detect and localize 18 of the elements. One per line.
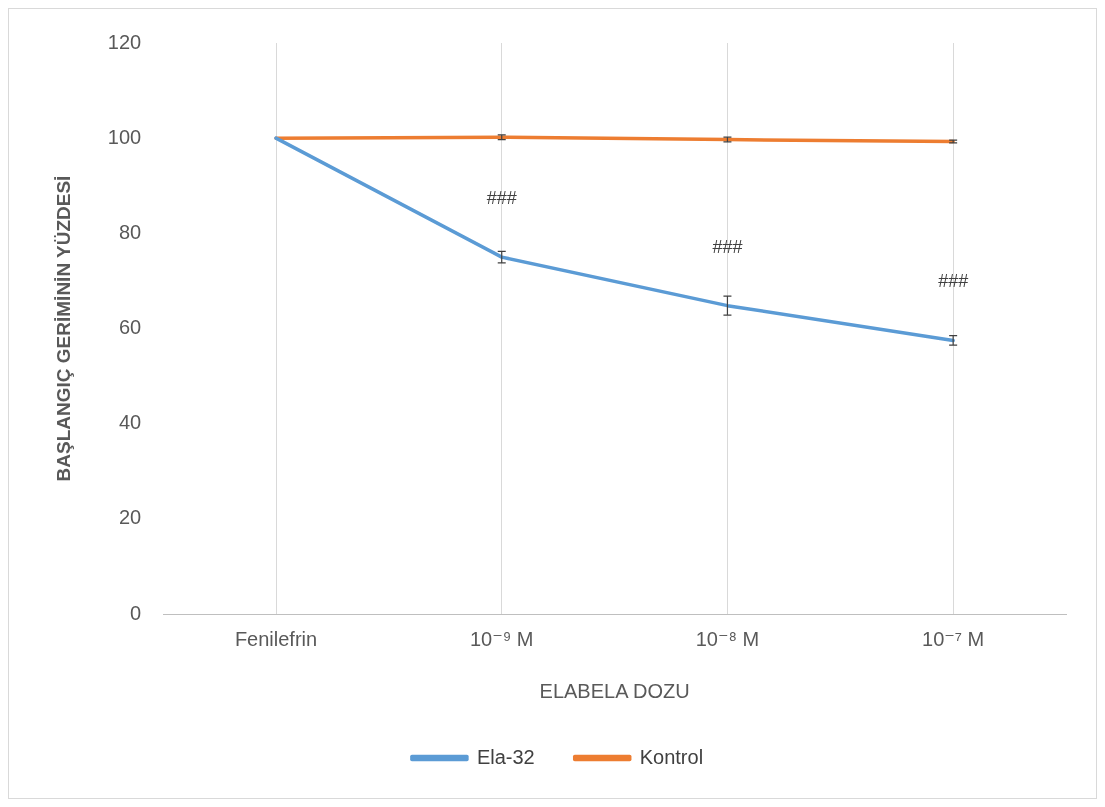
y-tick-label: 120 <box>107 30 142 53</box>
annotation: ### <box>938 271 969 292</box>
y-tick-label: 100 <box>107 125 142 148</box>
x-tick-label: 10⁻⁷ M <box>922 627 985 650</box>
x-tick-label: 10⁻⁹ M <box>469 627 534 650</box>
y-tick-label: 60 <box>118 316 142 339</box>
y-tick-label: 0 <box>130 601 142 624</box>
x-tick-label: 10⁻⁸ M <box>695 627 760 650</box>
y-tick-label: 20 <box>118 506 142 529</box>
annotation: ### <box>486 188 517 209</box>
legend-label: Kontrol <box>639 745 704 768</box>
y-axis-title: BAŞLANGIÇ GERİMİNİN YÜZDESİ <box>52 175 74 482</box>
x-axis-title: ELABELA DOZU <box>539 679 690 702</box>
legend-label: Ela-32 <box>476 745 535 768</box>
annotation: ### <box>712 236 743 257</box>
y-tick-label: 40 <box>118 411 142 434</box>
x-tick-label: Fenilefrin <box>234 627 318 650</box>
y-tick-label: 80 <box>118 220 142 243</box>
